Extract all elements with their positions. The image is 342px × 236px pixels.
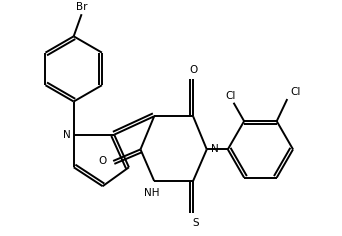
Text: S: S (193, 218, 199, 228)
Text: N: N (63, 130, 71, 140)
Text: NH: NH (144, 188, 159, 198)
Text: O: O (189, 65, 197, 75)
Text: Br: Br (76, 2, 87, 12)
Text: Cl: Cl (226, 91, 236, 101)
Text: N: N (211, 144, 219, 154)
Text: O: O (98, 156, 107, 166)
Text: Cl: Cl (290, 87, 300, 97)
